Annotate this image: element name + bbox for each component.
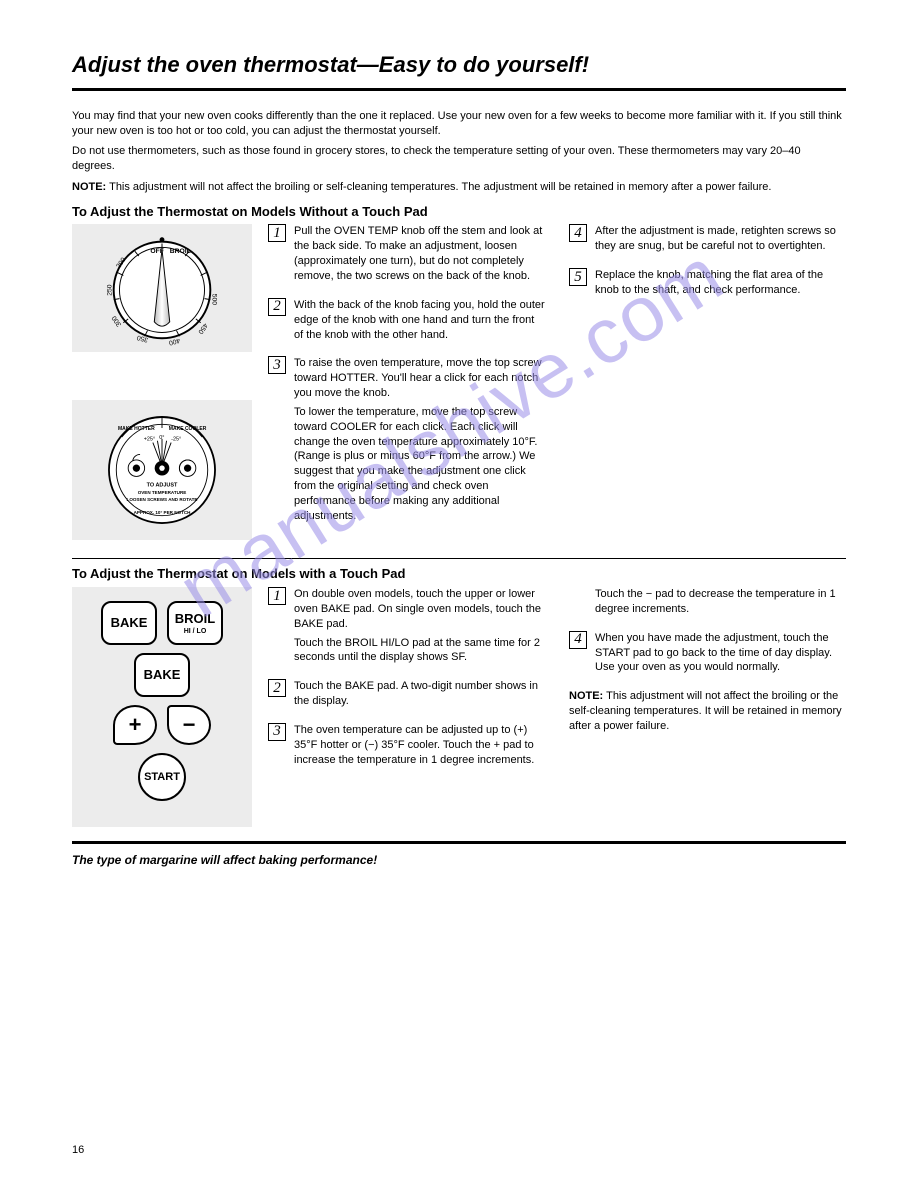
step-body: Touch the − pad to decrease the temperat… <box>595 587 846 621</box>
step: 2 Touch the BAKE pad. A two-digit number… <box>268 679 545 713</box>
touchpad-illustration: BAKE BROILHI / LO BAKE + − START <box>72 587 252 827</box>
intro-note: NOTE: This adjustment will not affect th… <box>72 180 846 195</box>
step: 3 The oven temperature can be adjusted u… <box>268 723 545 772</box>
step-number: 2 <box>268 298 286 316</box>
step: 4 After the adjustment is made, retighte… <box>569 224 846 258</box>
rule-mid <box>72 558 846 559</box>
section1-illustrations: OFF BROIL 200 250 300 350 400 450 500 <box>72 224 252 540</box>
step-number: 2 <box>268 679 286 697</box>
section1-col-right: 4 After the adjustment is made, retighte… <box>569 224 846 540</box>
section2-illustrations: BAKE BROILHI / LO BAKE + − START <box>72 587 252 827</box>
step: 4 When you have made the adjustment, tou… <box>569 631 846 680</box>
step-body: With the back of the knob facing you, ho… <box>294 298 545 347</box>
section1-title: To Adjust the Thermostat on Models Witho… <box>72 203 846 221</box>
step-number: 3 <box>268 723 286 741</box>
svg-text:450: 450 <box>196 322 208 335</box>
intro-p1: You may find that your new oven cooks di… <box>72 109 846 139</box>
step-body: After the adjustment is made, retighten … <box>595 224 846 258</box>
svg-text:+25°: +25° <box>144 437 155 443</box>
step: 2 With the back of the knob facing you, … <box>268 298 545 347</box>
page-title: Adjust the oven thermostat—Easy to do yo… <box>72 50 846 80</box>
svg-text:-25°: -25° <box>171 437 181 443</box>
svg-text:MAKE HOTTER: MAKE HOTTER <box>118 426 155 432</box>
section2-note: NOTE: This adjustment will not affect th… <box>569 689 846 734</box>
section1-block: OFF BROIL 200 250 300 350 400 450 500 <box>72 224 846 540</box>
section1-col-left: 1 Pull the OVEN TEMP knob off the stem a… <box>268 224 545 540</box>
margarine-note: The type of margarine will affect baking… <box>72 852 846 868</box>
step-body: To raise the oven temperature, move the … <box>294 356 545 527</box>
step: 5 Replace the knob, matching the flat ar… <box>569 268 846 302</box>
section2-block: BAKE BROILHI / LO BAKE + − START <box>72 587 846 827</box>
minus-button-icon: − <box>167 705 211 745</box>
calib-svg: MAKE HOTTER MAKE COOLER +25° 0° -25° <box>82 406 242 534</box>
section2-columns: 1 On double oven models, touch the upper… <box>268 587 846 827</box>
step-body: Touch the BAKE pad. A two-digit number s… <box>294 679 545 713</box>
svg-text:APPROX. 10° PER NOTCH: APPROX. 10° PER NOTCH <box>134 510 191 515</box>
svg-text:OVEN TEMPERATURE: OVEN TEMPERATURE <box>138 490 187 495</box>
svg-text:250: 250 <box>107 285 114 297</box>
intro-p2: Do not use thermometers, such as those f… <box>72 144 846 174</box>
step-number: 1 <box>268 587 286 605</box>
step-body: Pull the OVEN TEMP knob off the stem and… <box>294 224 545 287</box>
bake-button-icon: BAKE <box>134 653 190 697</box>
knob-svg: OFF BROIL 200 250 300 350 400 450 500 <box>82 230 242 346</box>
step-continuation: Touch the − pad to decrease the temperat… <box>569 587 846 621</box>
step: 3 To raise the oven temperature, move th… <box>268 356 545 527</box>
page-number: 16 <box>72 1143 84 1158</box>
step: 1 On double oven models, touch the upper… <box>268 587 545 669</box>
page-header: Adjust the oven thermostat—Easy to do yo… <box>72 50 846 80</box>
rule-top <box>72 88 846 91</box>
section2-col-right: Touch the − pad to decrease the temperat… <box>569 587 846 827</box>
calibration-dial-illustration: MAKE HOTTER MAKE COOLER +25° 0° -25° <box>72 400 252 540</box>
broil-button-icon: BROILHI / LO <box>167 601 223 645</box>
step-number: 4 <box>569 224 587 242</box>
start-button-icon: START <box>138 753 186 801</box>
svg-text:LOOSEN SCREWS AND ROTATE: LOOSEN SCREWS AND ROTATE <box>127 498 198 503</box>
bake-button-icon: BAKE <box>101 601 157 645</box>
plus-button-icon: + <box>113 705 157 745</box>
svg-text:500: 500 <box>210 294 217 306</box>
step-number: 4 <box>569 631 587 649</box>
step-number: 5 <box>569 268 587 286</box>
svg-text:OFF: OFF <box>150 249 164 256</box>
svg-text:BROIL: BROIL <box>170 249 191 256</box>
section2-col-left: 1 On double oven models, touch the upper… <box>268 587 545 827</box>
section1-columns: 1 Pull the OVEN TEMP knob off the stem a… <box>268 224 846 540</box>
rule-bottom <box>72 841 846 844</box>
oven-temp-knob-illustration: OFF BROIL 200 250 300 350 400 450 500 <box>72 224 252 352</box>
step-number: 1 <box>268 224 286 242</box>
intro-block: You may find that your new oven cooks di… <box>72 109 846 195</box>
step-body: On double oven models, touch the upper o… <box>294 587 545 669</box>
svg-text:MAKE COOLER: MAKE COOLER <box>169 426 207 432</box>
step-body: Replace the knob, matching the flat area… <box>595 268 846 302</box>
step: 1 Pull the OVEN TEMP knob off the stem a… <box>268 224 545 287</box>
step-body: The oven temperature can be adjusted up … <box>294 723 545 772</box>
svg-text:TO ADJUST: TO ADJUST <box>147 483 178 489</box>
step-number: 3 <box>268 356 286 374</box>
step-body: When you have made the adjustment, touch… <box>595 631 846 680</box>
section2-title: To Adjust the Thermostat on Models with … <box>72 565 846 583</box>
